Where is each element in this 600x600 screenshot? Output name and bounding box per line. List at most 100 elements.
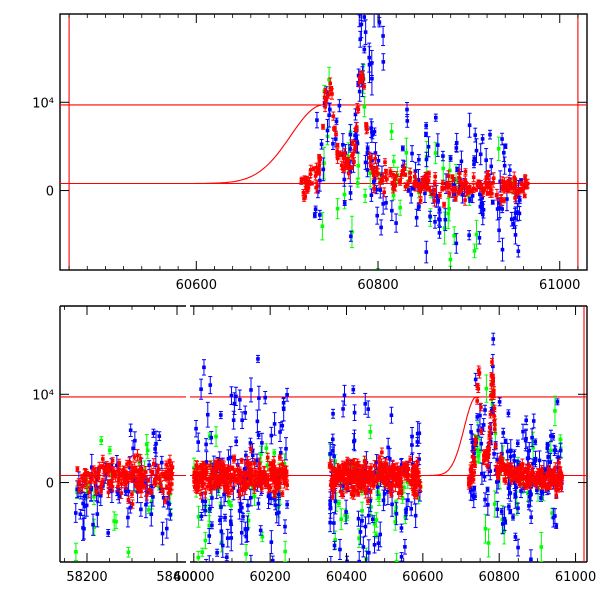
red-point	[75, 467, 80, 471]
red-point	[167, 460, 172, 465]
blue-point	[372, 129, 377, 134]
blue-point	[409, 192, 413, 197]
red-point	[442, 202, 446, 207]
blue-point	[115, 489, 120, 494]
red-point	[360, 77, 365, 81]
blue-point	[270, 558, 275, 562]
blue-point	[348, 191, 353, 195]
blue-point	[237, 587, 241, 591]
red-point	[208, 463, 212, 468]
red-point	[119, 491, 124, 495]
red-point	[463, 198, 467, 202]
blue-point	[516, 249, 521, 253]
blue-point	[78, 512, 83, 517]
blue-point	[245, 476, 249, 481]
green-point	[327, 77, 331, 82]
blue-point	[273, 503, 278, 507]
red-point	[87, 473, 92, 478]
blue-point	[316, 190, 320, 194]
blue-point	[473, 133, 478, 137]
red-point	[268, 461, 273, 466]
red-point	[483, 180, 488, 185]
red-point	[255, 482, 259, 487]
red-point	[130, 502, 135, 506]
green-point	[114, 519, 118, 524]
red-point	[302, 196, 306, 201]
red-point	[265, 455, 270, 460]
blue-point	[378, 532, 383, 537]
blue-point	[406, 188, 411, 192]
red-point	[218, 467, 223, 472]
red-point	[196, 485, 201, 489]
green-point	[282, 462, 287, 466]
blue-point	[223, 515, 227, 520]
red-point	[418, 198, 423, 203]
red-point	[204, 470, 209, 475]
red-point	[484, 175, 489, 179]
blue-point	[219, 505, 223, 509]
blue-point	[375, 213, 380, 218]
blue-point	[370, 130, 374, 134]
green-point	[339, 517, 344, 521]
blue-point	[502, 163, 507, 168]
red-point	[201, 469, 206, 474]
blue-point	[285, 502, 289, 507]
blue-point	[378, 6, 382, 10]
blue-point	[369, 193, 374, 197]
red-point	[271, 462, 275, 467]
red-point	[102, 469, 107, 473]
red-point	[460, 181, 464, 186]
x-tick-label: 61000	[539, 278, 580, 293]
blue-point	[318, 178, 322, 183]
red-point	[471, 175, 476, 180]
model-curve	[69, 104, 324, 185]
red-point	[403, 184, 408, 189]
red-point	[335, 149, 340, 154]
red-point	[129, 465, 134, 470]
red-point	[408, 177, 412, 182]
blue-point	[240, 505, 244, 510]
blue-point	[401, 146, 405, 151]
blue-point	[365, 168, 370, 172]
red-point	[447, 192, 452, 196]
red-point	[268, 467, 272, 472]
red-point	[237, 475, 242, 479]
blue-point	[95, 478, 99, 482]
red-point	[228, 473, 233, 477]
red-point	[208, 476, 212, 480]
top-panel: 60600 60800 61000 0 10⁴	[32, 6, 588, 293]
red-point	[205, 484, 210, 489]
red-point	[252, 473, 256, 477]
red-point	[220, 479, 224, 483]
blue-point	[244, 453, 248, 458]
red-point	[202, 482, 206, 486]
red-point	[232, 474, 237, 479]
red-point	[192, 471, 197, 475]
red-point	[341, 167, 345, 171]
green-point	[333, 459, 337, 464]
blue-point	[371, 180, 376, 184]
red-point	[108, 465, 113, 470]
data-points	[299, 6, 530, 270]
blue-point	[381, 34, 385, 38]
green-point	[391, 193, 396, 198]
blue-point	[242, 467, 247, 471]
blue-point	[498, 179, 502, 184]
blue-point	[225, 536, 230, 540]
red-point	[168, 458, 172, 463]
red-point	[233, 469, 237, 474]
red-point	[433, 188, 437, 192]
blue-point	[513, 233, 518, 237]
red-point	[239, 474, 244, 479]
red-point	[475, 183, 480, 187]
red-point	[310, 181, 314, 186]
blue-point	[210, 523, 214, 528]
red-point	[97, 465, 102, 469]
red-point	[240, 477, 244, 481]
red-point	[438, 193, 442, 198]
red-point	[166, 470, 171, 475]
blue-point	[513, 211, 518, 215]
blue-point	[269, 540, 274, 544]
green-point	[343, 513, 348, 518]
